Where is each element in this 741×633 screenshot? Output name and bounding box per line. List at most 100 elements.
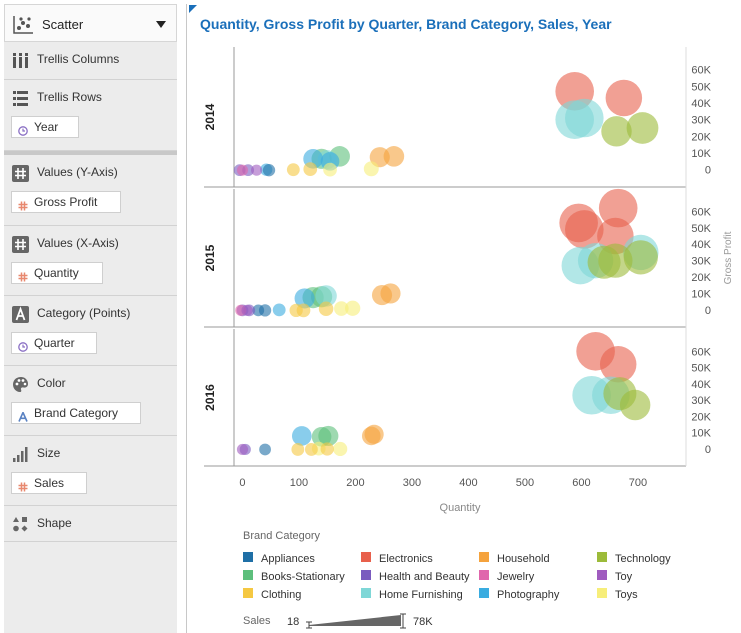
bubble <box>334 301 349 316</box>
x-tick-label: 600 <box>572 477 590 489</box>
y-tick-label: 0 <box>705 444 711 456</box>
bubble <box>311 426 332 447</box>
hash-icon <box>18 197 28 217</box>
legend-swatch <box>597 552 607 562</box>
palette-icon <box>12 376 30 399</box>
bubble <box>598 188 638 228</box>
bubble <box>241 304 253 316</box>
y-tick-label: 10K <box>691 428 711 440</box>
bubble <box>564 210 604 249</box>
field-pill[interactable]: Brand Category <box>11 402 141 424</box>
legend-item-label: Household <box>497 553 550 565</box>
bubble <box>599 346 637 383</box>
drop-target-shape[interactable]: Shape <box>4 506 177 542</box>
scatter-chart: 2014 0 10K 20K 30K 40K 50K 60K 2015 0 10K 20K 30K 40K… <box>189 5 734 629</box>
trellis-row-label: 2015 <box>203 244 217 271</box>
bubble <box>361 426 381 446</box>
legend-swatch <box>597 570 607 580</box>
y-tick-label: 20K <box>691 131 711 143</box>
chart-title: Quantity, Gross Profit by Quarter, Brand… <box>200 16 612 32</box>
drop-target-values-y-axis[interactable]: Values (Y-Axis) Gross Profit <box>4 155 177 226</box>
hash-icon <box>18 478 28 498</box>
bubble <box>363 161 379 177</box>
drop-target-label: Values (X-Axis) <box>37 236 119 250</box>
shapes-icon <box>12 516 30 539</box>
bubble <box>252 304 265 317</box>
y-tick-label: 0 <box>705 165 711 177</box>
panel-divider <box>4 151 177 155</box>
drop-target-color[interactable]: Color Brand Category <box>4 366 177 436</box>
bubble <box>320 442 334 456</box>
size-legend-max: 78K <box>413 616 433 628</box>
bubble <box>619 389 651 421</box>
bubble <box>371 285 393 306</box>
drop-target-trellis-columns[interactable]: Trellis Columns <box>4 42 177 80</box>
x-axis-label: Quantity <box>440 502 481 514</box>
legend-swatch <box>361 552 371 562</box>
bubble <box>605 79 643 117</box>
x-tick-label: 300 <box>403 477 421 489</box>
hash-icon <box>18 268 28 288</box>
bubble <box>251 164 263 176</box>
y-axis-label: Gross Profit <box>723 231 734 284</box>
legend-item-label: Technology <box>615 553 671 565</box>
field-pill-label: Year <box>34 120 59 134</box>
bubble <box>318 301 334 316</box>
legend-swatch <box>479 588 489 598</box>
bubble <box>236 443 249 456</box>
drop-target-label: Color <box>37 376 66 390</box>
legend-swatch <box>361 570 371 580</box>
drop-target-label: Shape <box>37 516 72 530</box>
rows-icon <box>12 90 30 113</box>
legend-swatch <box>361 588 371 598</box>
scatter-chart-icon <box>12 15 34 40</box>
bubble <box>626 112 659 144</box>
bubble <box>345 300 361 316</box>
drop-target-category-points[interactable]: Category (Points) Quarter <box>4 296 177 366</box>
legend-item-label: Health and Beauty <box>379 571 470 583</box>
data-panel: Scatter Trellis Columns Trellis Rows Year V… <box>4 4 177 633</box>
drop-target-label: Category (Points) <box>37 306 131 320</box>
field-pill[interactable]: Quantity <box>11 262 103 284</box>
field-pill-label: Quarter <box>34 336 75 350</box>
field-pill[interactable]: Gross Profit <box>11 191 121 213</box>
field-pill[interactable]: Year <box>11 116 79 138</box>
legend-swatch <box>597 588 607 598</box>
y-tick-label: 30K <box>691 395 711 407</box>
legend-swatch <box>243 552 253 562</box>
chevron-down-icon[interactable] <box>156 21 166 28</box>
legend-item-label: Electronics <box>379 553 433 565</box>
legend-title: Brand Category <box>243 530 321 542</box>
bubble <box>587 245 621 279</box>
field-pill[interactable]: Quarter <box>11 332 97 354</box>
x-tick-label: 700 <box>629 477 647 489</box>
bubble <box>323 162 337 177</box>
hash-icon <box>12 236 30 259</box>
bubble <box>291 426 312 446</box>
drop-target-values-x-axis[interactable]: Values (X-Axis) Quantity <box>4 226 177 296</box>
text-a-icon <box>12 306 30 329</box>
size-legend-handles <box>306 613 406 629</box>
bubble <box>289 303 303 318</box>
drop-target-label: Values (Y-Axis) <box>37 165 118 179</box>
hash-icon <box>12 165 30 188</box>
bubble <box>383 146 405 167</box>
drop-target-size[interactable]: Size Sales <box>4 436 177 506</box>
legend-swatch <box>479 570 489 580</box>
field-pill[interactable]: Sales <box>11 472 87 494</box>
drop-target-trellis-rows[interactable]: Trellis Rows Year <box>4 80 177 151</box>
bubble <box>623 240 658 275</box>
bubble <box>304 443 318 456</box>
bubble <box>564 98 604 138</box>
size-legend-title: Sales <box>243 615 271 627</box>
y-tick-label: 30K <box>691 256 711 268</box>
x-tick-label: 500 <box>516 477 534 489</box>
legend-swatch <box>243 588 253 598</box>
legend-swatch <box>243 570 253 580</box>
size-legend-wedge <box>309 615 401 626</box>
chart-type-selector[interactable]: Scatter <box>4 4 177 42</box>
chart-type-label: Scatter <box>42 17 84 32</box>
field-pill-label: Sales <box>34 476 65 490</box>
legend-item-label: Toys <box>615 589 638 601</box>
bubble <box>601 116 632 147</box>
